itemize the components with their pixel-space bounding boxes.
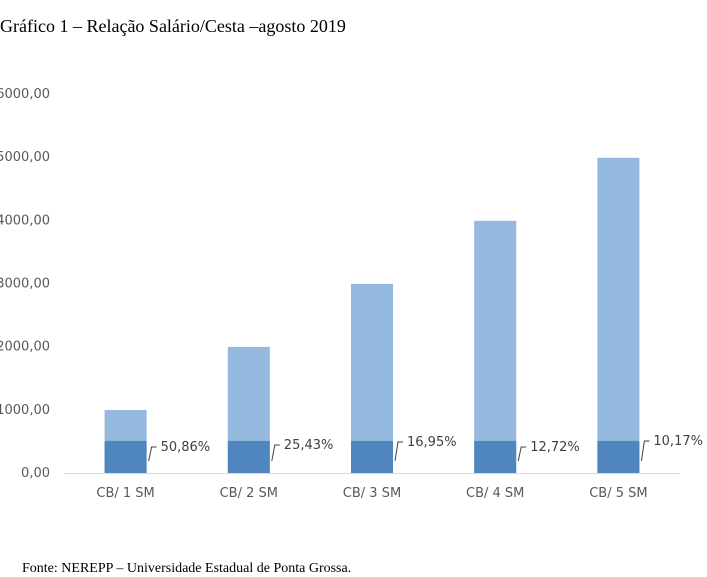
y-tick-label: 4000,00 xyxy=(0,213,50,228)
y-tick-label: 0,00 xyxy=(21,466,50,481)
y-tick-label: 2000,00 xyxy=(0,340,50,355)
data-labels: 50,86% 25,43% 16,95% 12,72% 10,17% xyxy=(148,434,703,462)
x-tick-label: CB/ 3 SM xyxy=(343,486,401,501)
bar-basket xyxy=(474,440,517,473)
y-tick-label: 5000,00 xyxy=(0,150,50,165)
series-total-bars xyxy=(104,157,640,473)
leader-line xyxy=(394,441,403,462)
x-tick-label: CB/ 2 SM xyxy=(220,486,278,501)
data-label: 50,86% xyxy=(161,440,211,455)
leader-line xyxy=(517,446,527,462)
series-basket-bars xyxy=(104,440,640,473)
bar-basket xyxy=(351,440,393,473)
y-axis: 0,00 1000,00 2000,00 3000,00 4000,00 5000,00 6… xyxy=(0,87,50,481)
data-label: 16,95% xyxy=(407,435,457,450)
bar-basket xyxy=(104,440,147,473)
x-axis: CB/ 1 SM CB/ 2 SM CB/ 3 SM CB/ 4 SM CB/ 5 SM xyxy=(96,486,647,501)
bar-basket xyxy=(597,440,640,473)
leader-line xyxy=(640,440,650,462)
data-label: 12,72% xyxy=(530,440,580,455)
bar-chart: 0,00 1000,00 2000,00 3000,00 4000,00 5000,00 6… xyxy=(0,87,703,501)
bar-total xyxy=(597,157,640,473)
bar-basket xyxy=(227,440,270,473)
x-tick-label: CB/ 4 SM xyxy=(466,486,524,501)
figure-source: Fonte: NEREPP – Universidade Estadual de… xyxy=(22,561,352,576)
data-label: 25,43% xyxy=(284,438,334,453)
bar-total xyxy=(474,220,517,473)
data-label: 10,17% xyxy=(653,434,703,449)
x-tick-label: CB/ 1 SM xyxy=(96,486,154,501)
y-tick-label: 6000,00 xyxy=(0,87,50,102)
leader-line xyxy=(148,446,157,462)
figure-caption: Gráfico 1 – Relação Salário/Cesta –agost… xyxy=(0,16,346,36)
y-tick-label: 1000,00 xyxy=(0,403,50,418)
leader-line xyxy=(271,444,280,462)
y-tick-label: 3000,00 xyxy=(0,277,50,292)
x-tick-label: CB/ 5 SM xyxy=(589,486,647,501)
